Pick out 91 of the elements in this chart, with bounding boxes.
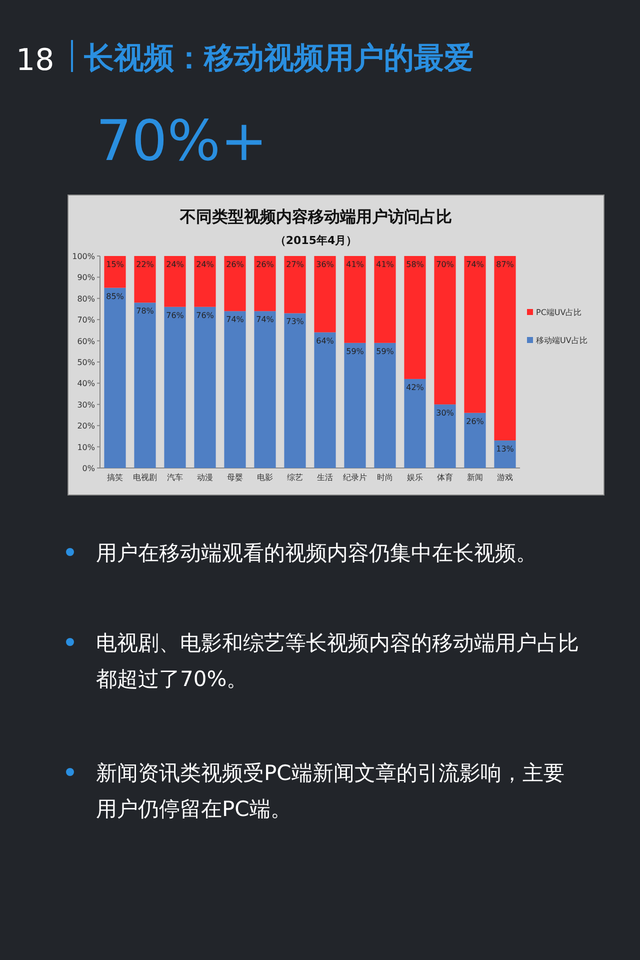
- bar: [194, 256, 216, 307]
- bar: [104, 256, 126, 288]
- data-label: 59%: [346, 346, 364, 356]
- data-label: 70%: [436, 260, 454, 269]
- bar: [494, 440, 516, 468]
- data-label: 24%: [196, 260, 214, 269]
- y-tick-label: 0%: [82, 464, 96, 473]
- bar: [134, 302, 156, 468]
- y-tick-label: 20%: [77, 422, 96, 431]
- x-tick-label: 新闻: [467, 473, 483, 482]
- bar: [434, 404, 456, 468]
- data-label: 27%: [286, 260, 304, 269]
- data-label: 30%: [436, 408, 454, 418]
- data-label: 22%: [136, 260, 154, 269]
- data-label: 36%: [316, 260, 334, 269]
- bar: [104, 288, 126, 468]
- x-tick-label: 娱乐: [407, 473, 423, 482]
- data-label: 41%: [346, 260, 364, 269]
- x-tick-label: 汽车: [167, 473, 183, 482]
- text: 用户在移动端观看的视频内容仍集中在长视频。: [96, 541, 537, 565]
- bar: [374, 342, 396, 468]
- y-tick-label: 40%: [77, 379, 96, 388]
- bar: [164, 256, 186, 307]
- data-label: 73%: [286, 317, 304, 326]
- data-label: 74%: [466, 260, 484, 269]
- legend-label: PC端UV占比: [536, 308, 582, 317]
- text: 长视频：移动视频用户的最爱: [83, 41, 474, 76]
- legend-label: 移动端UV占比: [536, 336, 588, 345]
- data-label: 74%: [256, 315, 274, 324]
- data-label: 87%: [496, 260, 514, 269]
- y-tick-label: 80%: [77, 294, 96, 304]
- x-tick-label: 时尚: [377, 473, 393, 482]
- y-tick-label: 100%: [72, 252, 96, 261]
- bar: [134, 256, 156, 303]
- bar: [494, 256, 516, 440]
- data-label: 76%: [196, 310, 214, 320]
- y-tick-label: 10%: [77, 442, 96, 452]
- chart-subtitle: （2015年4月）: [274, 234, 358, 247]
- x-tick-label: 电影: [257, 473, 273, 482]
- bar: [464, 256, 486, 413]
- x-tick-label: 综艺: [287, 473, 303, 482]
- bar: [194, 306, 216, 468]
- data-label: 58%: [406, 260, 424, 269]
- y-tick-label: 70%: [77, 316, 96, 325]
- x-tick-label: 纪录片: [343, 473, 367, 482]
- data-label: 26%: [256, 260, 274, 269]
- bar: [344, 256, 366, 343]
- x-tick-label: 体育: [437, 473, 453, 482]
- data-label: 24%: [166, 260, 184, 269]
- bar: [254, 311, 276, 468]
- bar: [314, 256, 336, 332]
- data-label: 78%: [136, 306, 154, 316]
- chart-title: 不同类型视频内容移动端用户访问占比: [179, 207, 452, 226]
- x-tick-label: 游戏: [497, 473, 513, 482]
- data-label: 13%: [496, 444, 514, 454]
- bar: [284, 256, 306, 314]
- data-label: 85%: [106, 292, 124, 301]
- data-label: 64%: [316, 336, 334, 346]
- bar: [374, 256, 396, 343]
- y-tick-label: 90%: [77, 273, 96, 282]
- text: 电视剧、电影和综艺等长视频内容的移动端用户占比都超过了70%。: [96, 631, 579, 691]
- data-label: 26%: [466, 416, 484, 426]
- data-label: 26%: [226, 260, 244, 269]
- bar: [224, 311, 246, 468]
- text: 70%+: [96, 109, 268, 174]
- text: 18: [16, 43, 54, 78]
- y-tick-label: 30%: [77, 400, 96, 410]
- x-tick-label: 生活: [317, 473, 333, 482]
- data-label: 59%: [376, 346, 394, 356]
- bar: [404, 256, 426, 379]
- data-label: 41%: [376, 260, 394, 269]
- bar: [314, 332, 336, 468]
- x-tick-label: 搞笑: [107, 473, 123, 482]
- bar: [164, 306, 186, 468]
- text: 新闻资讯类视频受PC端新闻文章的引流影响，主要用户仍停留在PC端。: [96, 761, 564, 821]
- y-tick-label: 50%: [77, 358, 96, 367]
- data-label: 76%: [166, 310, 184, 320]
- bar: [344, 342, 366, 468]
- data-label: 74%: [226, 315, 244, 324]
- x-tick-label: 动漫: [197, 473, 213, 482]
- x-tick-label: 母婴: [227, 473, 243, 482]
- bar: [434, 256, 456, 404]
- data-label: 15%: [106, 260, 124, 269]
- bar: [404, 378, 426, 468]
- bar: [464, 412, 486, 468]
- bar: [284, 313, 306, 468]
- x-tick-label: 电视剧: [133, 473, 157, 482]
- bar: [224, 256, 246, 312]
- data-label: 42%: [406, 382, 424, 392]
- y-tick-label: 60%: [77, 336, 96, 346]
- bar: [254, 256, 276, 312]
